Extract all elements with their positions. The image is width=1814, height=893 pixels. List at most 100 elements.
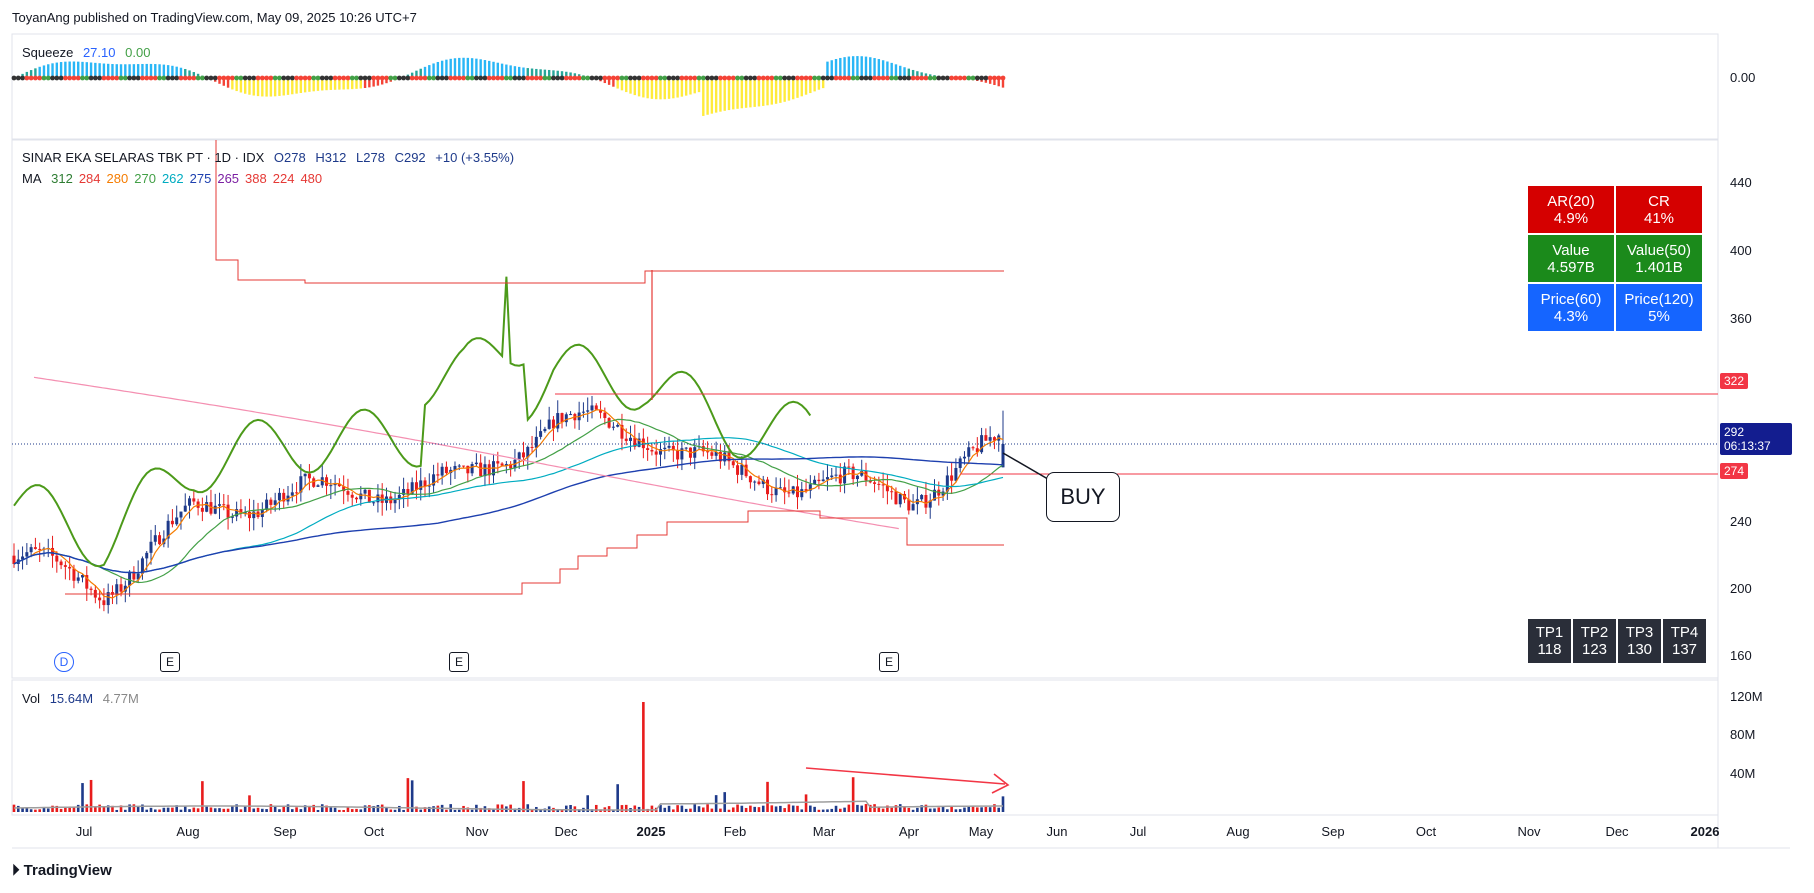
squeeze-dot [859, 75, 865, 81]
candle-body [115, 584, 119, 595]
candle-body [757, 481, 761, 485]
squeeze-dot [563, 75, 569, 81]
ma-line-100 [13, 456, 1004, 574]
tradingview-logo[interactable]: ⏵ TradingView [12, 862, 112, 879]
candle-body [539, 431, 543, 437]
volume-bar [680, 805, 684, 812]
current-price-tag: 292 06:13:37 [1720, 423, 1792, 455]
candle-body [85, 575, 89, 589]
candle-body [200, 507, 204, 512]
squeeze-bar [462, 57, 465, 78]
squeeze-bar [843, 57, 846, 78]
volume-value-2: 4.77M [102, 691, 139, 706]
buy-annotation[interactable]: BUY [1046, 472, 1120, 522]
volume-bar [196, 808, 200, 812]
squeeze-dot [362, 75, 368, 81]
squeeze-bar [783, 78, 786, 102]
squeeze-dot [341, 75, 347, 81]
candle-body [145, 552, 149, 559]
candle-body [474, 462, 478, 465]
candle-body [222, 504, 226, 506]
buy-pointer [1002, 452, 1054, 483]
candle-body [68, 566, 72, 569]
squeeze-dot [414, 75, 419, 81]
volume-bar [997, 807, 1001, 812]
squeeze-dot [328, 75, 334, 81]
volume-bar [804, 794, 808, 812]
squeeze-dot [170, 75, 175, 81]
squeeze-bar [851, 56, 855, 78]
volume-bar [359, 809, 363, 812]
volume-bar [672, 809, 675, 812]
volume-value-1: 15.64M [49, 691, 94, 706]
squeeze-bar [834, 59, 838, 78]
candle-body [603, 412, 607, 419]
squeeze-bar [179, 67, 183, 78]
candle-body [860, 470, 864, 476]
candle-body [427, 485, 431, 487]
squeeze-bar [278, 78, 281, 96]
squeeze-dot [41, 75, 47, 81]
squeeze-bar [800, 78, 803, 97]
ma-value: 262 [161, 171, 184, 186]
squeeze-bar [269, 78, 273, 97]
squeeze-dot [58, 75, 64, 81]
squeeze-bar [149, 63, 153, 78]
price-axis-200: 200 [1730, 581, 1752, 596]
earnings-event-icon[interactable]: E [449, 652, 469, 672]
squeeze-dot [606, 75, 612, 81]
squeeze-bar [458, 57, 461, 78]
symbol-name[interactable]: SINAR EKA SELARAS TBK PT · 1D · IDX [22, 150, 265, 165]
squeeze-dot [944, 75, 950, 81]
squeeze-dot [581, 75, 586, 81]
volume-bar [432, 806, 435, 812]
ma-label: MA [22, 171, 42, 186]
squeeze-bar [436, 61, 440, 78]
squeeze-bar [342, 78, 345, 90]
squeeze-bar [115, 64, 118, 78]
squeeze-bar [762, 78, 765, 106]
squeeze-dot [285, 75, 291, 81]
squeeze-bar [697, 78, 701, 93]
volume-bar [389, 809, 393, 812]
squeeze-dot [84, 75, 90, 81]
candle-body [800, 489, 804, 498]
squeeze-bar [839, 57, 842, 78]
dividend-event-icon[interactable]: D [54, 652, 74, 672]
squeeze-bar [106, 63, 110, 78]
candle-body [265, 499, 269, 510]
candle-body [817, 479, 821, 482]
candle-body [179, 511, 183, 518]
squeeze-dot [936, 75, 942, 81]
earnings-event-icon[interactable]: E [160, 652, 180, 672]
earnings-event-icon[interactable]: E [879, 652, 899, 672]
squeeze-dot [131, 75, 137, 81]
squeeze-dot [375, 75, 381, 81]
candle-body [25, 552, 29, 557]
candle-body [149, 541, 153, 553]
squeeze-dot [816, 75, 822, 81]
squeeze-bar [25, 71, 29, 78]
volume-bar [252, 808, 256, 812]
squeeze-bar [757, 78, 761, 107]
volume-bar [51, 805, 54, 812]
candle-body [188, 498, 192, 506]
ma-line-fast [13, 409, 1004, 599]
candle-body [414, 482, 418, 490]
volume-bar [89, 779, 93, 812]
volume-bar [222, 808, 226, 812]
candle-body [432, 474, 436, 486]
candle-body [470, 464, 474, 474]
candle-body [282, 492, 286, 502]
squeeze-bar [817, 78, 821, 90]
candle-body [530, 446, 534, 448]
squeeze-bar [419, 68, 422, 78]
squeeze-dot [914, 75, 920, 81]
candle-body [825, 477, 829, 480]
volume-bar [911, 809, 915, 812]
squeeze-bar [787, 78, 791, 101]
squeeze-dot [37, 75, 43, 81]
volume-bar [509, 804, 512, 812]
squeeze-bar [453, 58, 457, 78]
